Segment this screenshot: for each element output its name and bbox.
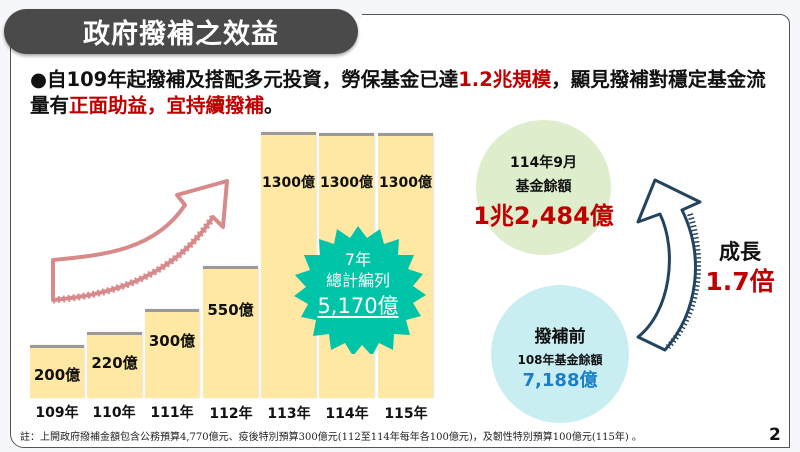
bar-111 xyxy=(145,309,199,398)
growth-value: 1.7倍 xyxy=(705,267,775,296)
fund-before-line2: 108年基金餘額 xyxy=(517,353,603,367)
total-badge: 7年 總計編列 5,170億 xyxy=(283,250,433,320)
starburst-badge-icon xyxy=(294,226,426,354)
bar-value-111: 300億 xyxy=(148,332,196,350)
footnote: 註：上開政府撥補金額包含公務預算4,770億元、疫後特別預算300億元(112至… xyxy=(20,432,642,443)
bar-113 xyxy=(261,132,316,398)
total-badge-label: 總計編列 xyxy=(325,271,390,290)
bar-value-110: 220億 xyxy=(91,354,138,372)
x-label-114: 114年 xyxy=(325,406,369,422)
bullet-part2: ，顯見撥補對穩定基金流量有 xyxy=(30,68,766,117)
bar-value-109: 200億 xyxy=(33,366,81,384)
fund-before-circle xyxy=(491,285,629,423)
growth-label: 成長 xyxy=(719,240,761,264)
growth-arrow-icon xyxy=(636,178,702,352)
x-label-113: 113年 xyxy=(267,406,311,422)
x-label-109: 109年 xyxy=(35,405,79,421)
fund-now-line2: 基金餘額 xyxy=(515,179,572,195)
x-label-112: 112年 xyxy=(209,406,253,422)
bar-109 xyxy=(30,345,84,398)
bullet-part3: 。 xyxy=(264,94,284,117)
slide-title: 政府撥補之效益 xyxy=(83,19,279,50)
x-label-110: 110年 xyxy=(92,405,136,421)
bar-110 xyxy=(87,332,142,398)
rising-arrow-icon xyxy=(51,179,229,304)
bullet-highlight-scale: 1.2兆規模 xyxy=(458,68,552,91)
x-label-115: 115年 xyxy=(384,406,428,422)
bar-value-112: 550億 xyxy=(207,301,254,319)
bullet-part1: 自109年起撥補及搭配多元投資，勞保基金已達 xyxy=(47,68,459,91)
bullet-highlight-benefit: 正面助益，宜持續撥補 xyxy=(69,94,265,117)
page-number: 2 xyxy=(769,425,781,445)
title-banner: 政府撥補之效益 xyxy=(4,9,358,54)
bullet-marker: ● xyxy=(30,68,48,91)
bar-112 xyxy=(203,266,258,398)
bar-value-115: 1300億 xyxy=(379,175,432,191)
bar-value-114: 1300億 xyxy=(320,175,373,191)
total-badge-years: 7年 xyxy=(344,250,372,269)
fund-now-line1: 114年9月 xyxy=(510,155,577,171)
fund-now-circle xyxy=(476,120,611,255)
bar-value-113: 1300億 xyxy=(262,175,315,191)
fund-now-value: 1兆2,484億 xyxy=(473,202,614,230)
fund-before-value: 7,188億 xyxy=(522,370,598,391)
fund-before-line1: 撥補前 xyxy=(534,327,586,347)
x-label-111: 111年 xyxy=(150,405,194,421)
bullet-text: ●自109年起撥補及搭配多元投資，勞保基金已達1.2兆規模，顯見撥補對穩定基金流… xyxy=(30,67,770,119)
total-badge-value: 5,170億 xyxy=(317,294,399,318)
